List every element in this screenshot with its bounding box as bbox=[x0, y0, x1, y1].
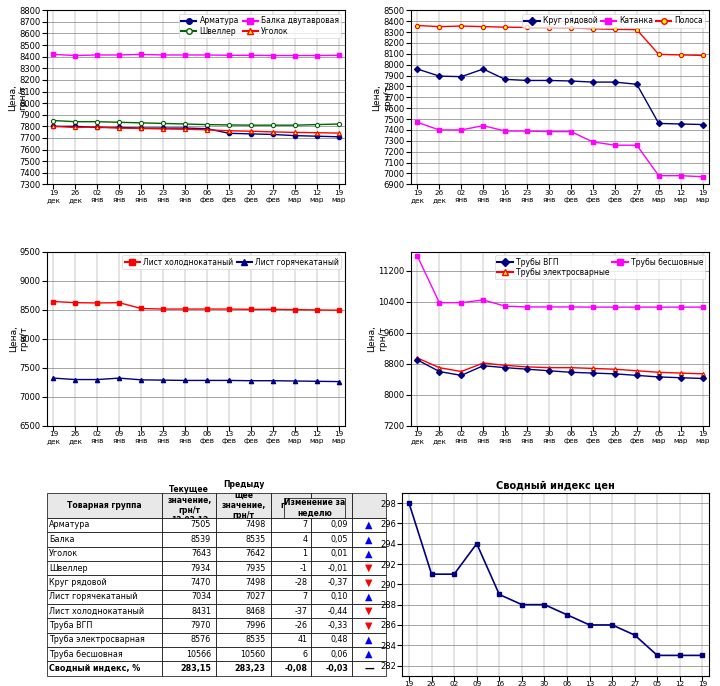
Y-axis label: Цена,
грн/т: Цена, грн/т bbox=[367, 325, 387, 352]
Y-axis label: Цена,
грн/т: Цена, грн/т bbox=[372, 84, 392, 110]
Title: Сводный индекс цен: Сводный индекс цен bbox=[496, 481, 615, 490]
Legend: Арматура, Швеллер, Балка двутавровая, Уголок: Арматура, Швеллер, Балка двутавровая, Уг… bbox=[179, 14, 341, 38]
Y-axis label: Цена,
грн/т: Цена, грн/т bbox=[8, 84, 27, 110]
Legend: Трубы ВГП, Трубы электросварные, Трубы бесшовные: Трубы ВГП, Трубы электросварные, Трубы б… bbox=[495, 255, 706, 279]
Text: Изменение за
неделю: Изменение за неделю bbox=[284, 499, 346, 518]
Legend: Круг рядовой, Катанка, Полоса: Круг рядовой, Катанка, Полоса bbox=[522, 14, 706, 27]
Y-axis label: Цена,
грн/т: Цена, грн/т bbox=[9, 325, 28, 352]
Legend: Лист холоднокатаный, Лист горячекатаный: Лист холоднокатаный, Лист горячекатаный bbox=[122, 255, 341, 269]
